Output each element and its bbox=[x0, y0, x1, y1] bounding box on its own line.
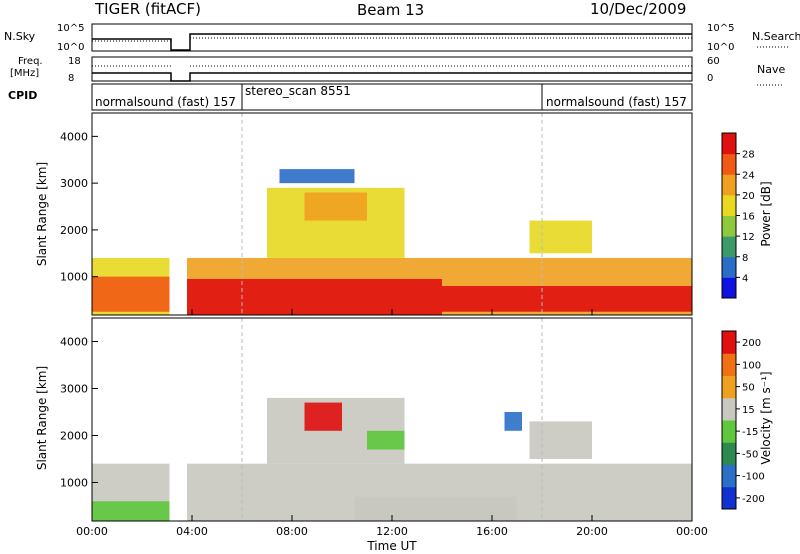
heatmap-region-4 bbox=[442, 286, 692, 312]
heatmap-region-6 bbox=[304, 192, 367, 221]
x-tick-label: 04:00 bbox=[176, 525, 208, 538]
x-tick-label: 12:00 bbox=[376, 525, 408, 538]
cpid-segment-1: normalsound (fast) 157 bbox=[95, 95, 236, 109]
x-axis-label: Time UT bbox=[366, 539, 417, 553]
colorbar-segment bbox=[722, 236, 736, 258]
cpid-label: CPID bbox=[8, 89, 37, 102]
colorbar-segment bbox=[722, 442, 736, 465]
colorbar-segment bbox=[722, 331, 736, 354]
date-title: 10/Dec/2009 bbox=[590, 0, 686, 18]
y-tick-label: 2000 bbox=[60, 224, 88, 237]
velocity-colorbar-label: Velocity [m s⁻¹] bbox=[759, 371, 773, 464]
colorbar-segment bbox=[722, 420, 736, 443]
heatmap-region-7 bbox=[529, 220, 592, 254]
y-tick-label: 3000 bbox=[60, 382, 88, 395]
colorbar-tick-label: -100 bbox=[742, 472, 765, 483]
colorbar-tick-label: 12 bbox=[742, 232, 755, 243]
colorbar-segment bbox=[722, 486, 736, 510]
colorbar-tick-label: -200 bbox=[742, 494, 765, 505]
heatmap-region-8 bbox=[279, 169, 355, 184]
heatmap-region-5 bbox=[304, 402, 342, 431]
beam-title: Beam 13 bbox=[357, 1, 424, 19]
colorbar-segment bbox=[722, 397, 736, 421]
nsky-tick-top: 10^5 bbox=[57, 23, 84, 34]
power-heatmap: 1000 2000 3000 4000 bbox=[60, 112, 693, 316]
heatmap-region-1 bbox=[92, 501, 170, 521]
colorbar-segment bbox=[722, 353, 736, 376]
velocity-ylabel: Slant Range [km] bbox=[35, 366, 49, 470]
heatmap-region-7 bbox=[504, 411, 522, 431]
freq-tick-bottom: 8 bbox=[68, 73, 74, 84]
colorbar-frame bbox=[721, 330, 737, 510]
freq-label: Freq. bbox=[18, 56, 43, 67]
colorbar-tick-label: -50 bbox=[742, 449, 758, 460]
colorbar-tick-label: 16 bbox=[742, 212, 755, 223]
nave-label: Nave bbox=[757, 63, 785, 76]
colorbar-segment bbox=[722, 174, 736, 196]
heatmap-region-8 bbox=[529, 421, 592, 459]
heatmap-region-1 bbox=[92, 276, 170, 312]
colorbar-tick-label: 8 bbox=[742, 253, 748, 264]
colorbar-segment bbox=[722, 153, 736, 175]
power-colorbar-label: Power [dB] bbox=[759, 181, 773, 246]
colorbar-segment bbox=[722, 375, 736, 399]
colorbar-tick-label: 4 bbox=[742, 273, 748, 284]
nave-tick-bottom: 0 bbox=[707, 73, 713, 84]
nsky-trace bbox=[92, 33, 692, 51]
nsearch-tick-bottom: 10^0 bbox=[707, 42, 734, 53]
velocity-colorbar: 200 100 50 15 -15 -50 -100 -200 bbox=[721, 330, 765, 510]
velocity-heatmap: 1000 2000 3000 4000 00:00 04:00 08:00 12:00 16:0… bbox=[60, 317, 708, 538]
x-tick-label: 00:00 bbox=[76, 525, 108, 538]
power-colorbar: 4 8 12 16 20 24 28 bbox=[721, 132, 755, 299]
colorbar-tick-label: 24 bbox=[742, 170, 755, 181]
colorbar-segment bbox=[722, 215, 736, 237]
colorbar-tick-label: 200 bbox=[742, 338, 761, 349]
colorbar-segment bbox=[722, 464, 736, 488]
freq-tick-top: 18 bbox=[68, 56, 81, 67]
heatmap-region-3 bbox=[187, 278, 442, 315]
data-gap bbox=[169, 318, 187, 521]
freq-trace bbox=[92, 72, 692, 82]
x-tick-label: 16:00 bbox=[476, 525, 508, 538]
nsearch-label: N.Search bbox=[752, 30, 800, 43]
y-tick-label: 3000 bbox=[60, 177, 88, 190]
y-tick-label: 4000 bbox=[60, 335, 88, 348]
heatmap-region-6 bbox=[367, 430, 405, 450]
y-tick-label: 1000 bbox=[60, 271, 88, 284]
cpid-segment-3: normalsound (fast) 157 bbox=[546, 95, 687, 109]
heatmap-region-3 bbox=[354, 496, 517, 521]
x-tick-label: 08:00 bbox=[276, 525, 308, 538]
colorbar-tick-label: 100 bbox=[742, 360, 761, 371]
radar-title: TIGER (fitACF) bbox=[94, 0, 201, 18]
nave-tick-top: 60 bbox=[707, 56, 720, 67]
nsky-tick-bottom: 10^0 bbox=[57, 42, 84, 53]
colorbar-segment bbox=[722, 277, 736, 299]
colorbar-tick-label: -15 bbox=[742, 427, 758, 438]
nsky-label: N.Sky bbox=[4, 30, 36, 43]
freq-panel: Freq. [MHz] 18 8 60 0 Nave bbox=[10, 56, 785, 86]
x-tick-label: 20:00 bbox=[576, 525, 608, 538]
y-tick-label: 1000 bbox=[60, 476, 88, 489]
freq-unit-label: [MHz] bbox=[10, 68, 39, 79]
colorbar-tick-label: 50 bbox=[742, 383, 755, 394]
x-tick-label: 00:00 bbox=[676, 525, 708, 538]
colorbar-segment bbox=[722, 194, 736, 216]
y-tick-label: 4000 bbox=[60, 130, 88, 143]
nsky-panel: N.Sky 10^5 10^0 N.Search 10^5 10^0 bbox=[4, 23, 800, 53]
colorbar-segment bbox=[722, 133, 736, 155]
cpid-segment-2: stereo_scan 8551 bbox=[245, 84, 351, 98]
data-gap bbox=[169, 113, 187, 315]
nsearch-trace bbox=[92, 37, 692, 42]
y-tick-label: 2000 bbox=[60, 429, 88, 442]
cpid-panel: CPID normalsound (fast) 157 stereo_scan … bbox=[8, 83, 693, 111]
colorbar-segment bbox=[722, 256, 736, 278]
nsearch-tick-top: 10^5 bbox=[707, 23, 734, 34]
colorbar-tick-label: 20 bbox=[742, 191, 755, 202]
colorbar-tick-label: 15 bbox=[742, 405, 755, 416]
power-ylabel: Slant Range [km] bbox=[35, 162, 49, 266]
colorbar-tick-label: 28 bbox=[742, 150, 755, 161]
